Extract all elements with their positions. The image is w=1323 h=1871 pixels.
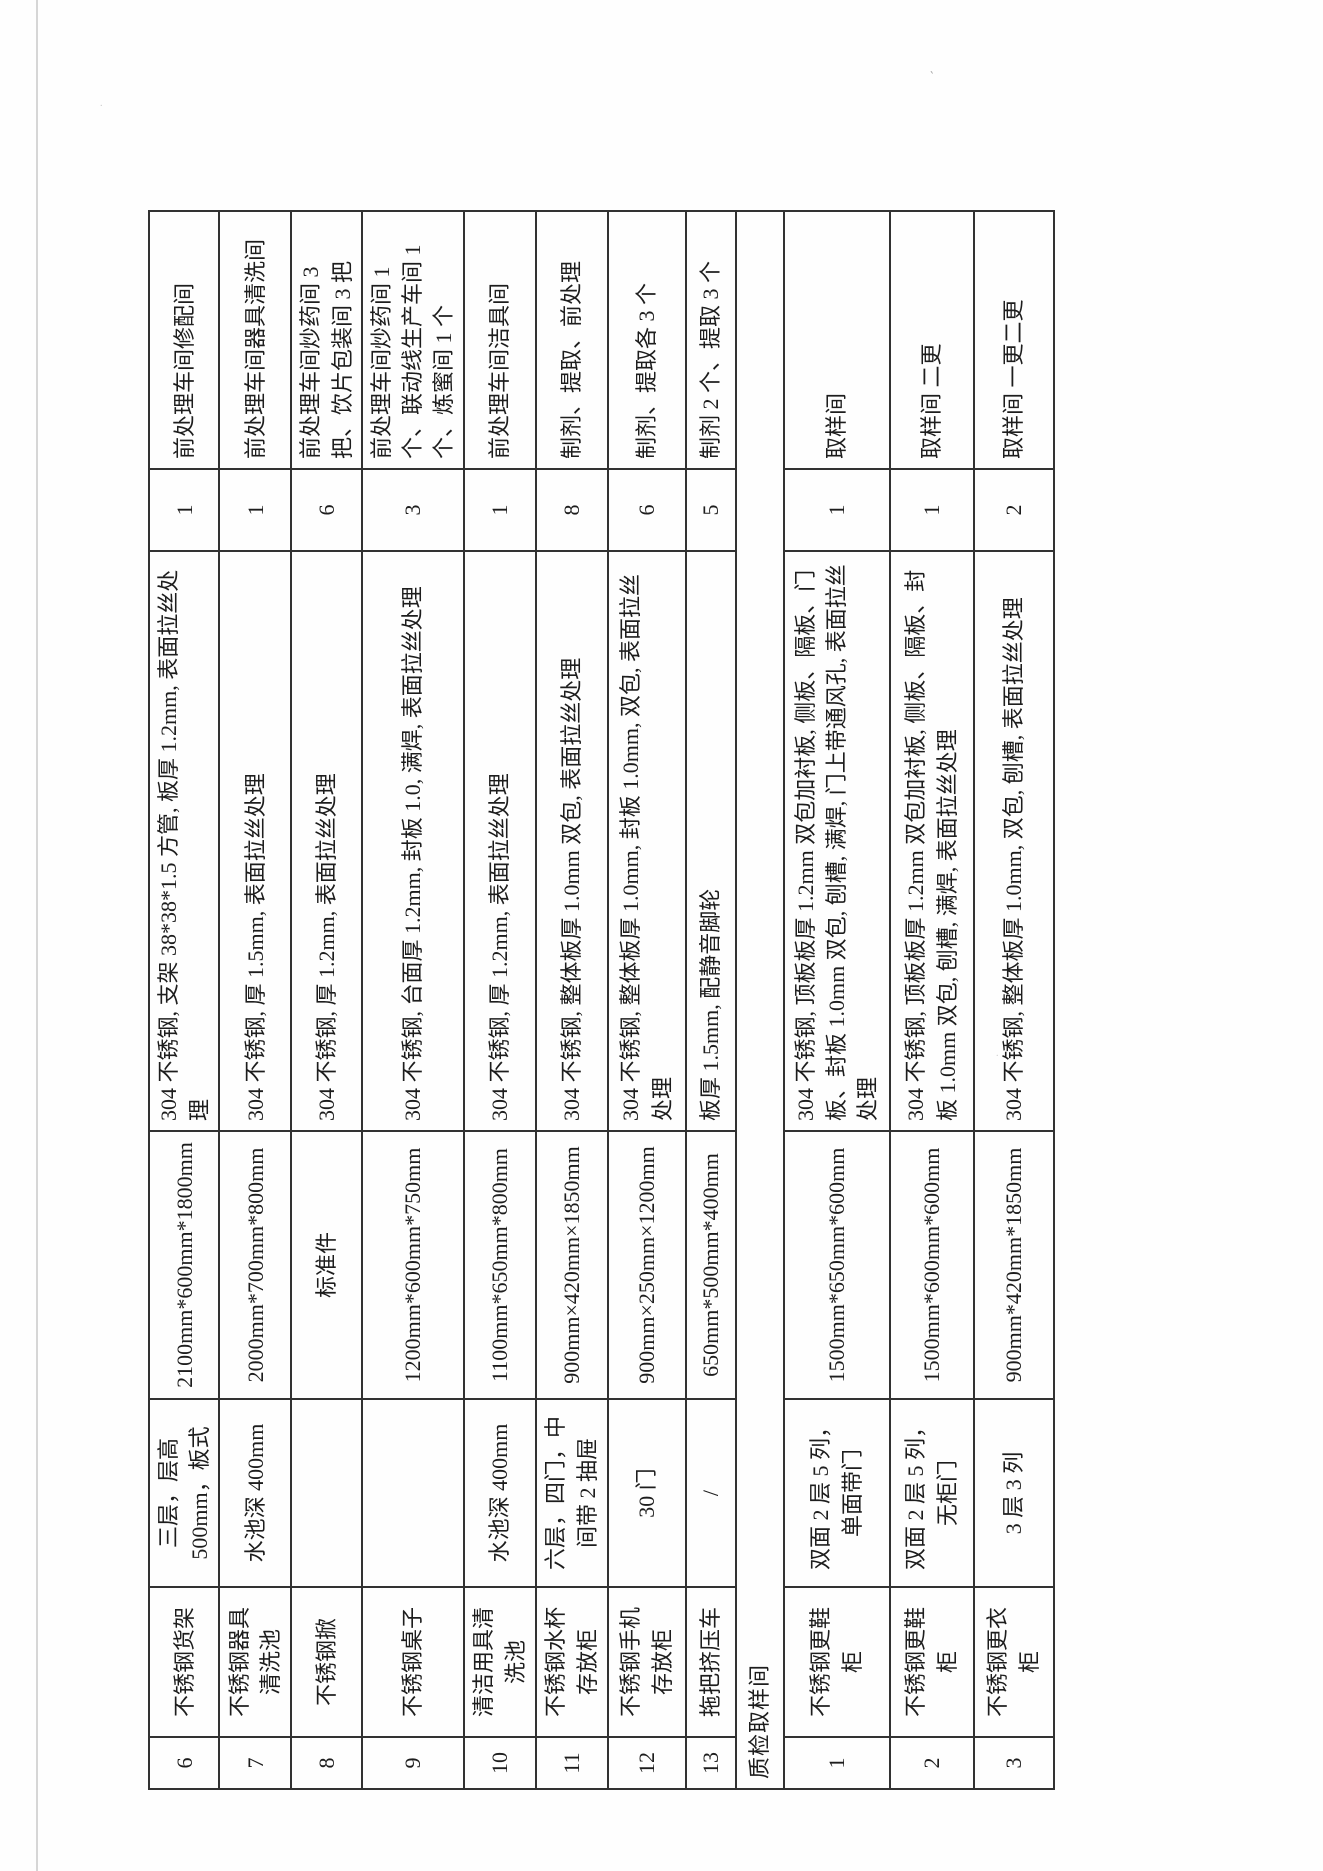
cell-size: 1500mm*600mm*600mm xyxy=(889,1131,974,1399)
cell-qty: 3 xyxy=(361,469,464,551)
equipment-table-body: 6 不锈钢货架 三层，层高 500mm，板式 2100mm*600mm*1800mm 3… xyxy=(149,211,1054,1789)
cell-serial: 9 xyxy=(361,1737,464,1789)
cell-material: 304 不锈钢, 整体板厚 1.0mm, 双包, 刨槽, 表面拉丝处理 xyxy=(973,551,1054,1131)
cell-location: 前处理车间修配间 xyxy=(149,211,220,469)
cell-spec xyxy=(291,1399,362,1587)
cell-name: 拖把挤压车 xyxy=(685,1587,736,1737)
table-row: 3 不锈钢更衣柜 3 层 3 列 900mm*420mm*1850mm 304 不锈钢,… xyxy=(973,211,1054,1789)
cell-name: 不锈钢掀 xyxy=(291,1587,362,1737)
cell-name: 不锈钢水杯存放柜 xyxy=(535,1587,608,1737)
cell-spec: 水池深 400mm xyxy=(463,1399,536,1587)
cell-qty: 5 xyxy=(685,469,736,551)
cell-serial: 13 xyxy=(685,1737,736,1789)
cell-size: 900mm×250mm×1200mm xyxy=(607,1131,686,1399)
scan-speck-artifact: . xyxy=(100,98,103,109)
cell-size: 2000mm*700mm*800mm xyxy=(219,1131,292,1399)
rotated-table-inner: 6 不锈钢货架 三层，层高 500mm，板式 2100mm*600mm*1800mm 3… xyxy=(148,211,1054,1790)
cell-size: 1500mm*650mm*600mm xyxy=(783,1131,890,1399)
cell-qty: 1 xyxy=(149,469,220,551)
table-row: 12 不锈钢手机存放柜 30 门 900mm×250mm×1200mm 304 不锈钢,… xyxy=(607,211,686,1789)
cell-location: 制剂 2 个、提取 3 个 xyxy=(685,211,736,469)
cell-location: 制剂、提取各 3 个 xyxy=(607,211,686,469)
cell-serial: 8 xyxy=(291,1737,362,1789)
cell-material: 304 不锈钢, 顶板板厚 1.2mm 双包加衬板, 侧板、隔板、门板、封板 1… xyxy=(783,551,890,1131)
cell-qty: 8 xyxy=(535,469,608,551)
scan-speck-artifact: ` xyxy=(926,69,935,86)
cell-spec: / xyxy=(685,1399,736,1587)
table-row: 6 不锈钢货架 三层，层高 500mm，板式 2100mm*600mm*1800mm 3… xyxy=(149,211,220,1789)
cell-spec: 三层，层高 500mm，板式 xyxy=(149,1399,220,1587)
cell-serial: 1 xyxy=(783,1737,890,1789)
cell-location: 前处理车间洁具间 xyxy=(463,211,536,469)
cell-name: 清洁用具清洗池 xyxy=(463,1587,536,1737)
cell-spec: 双面 2 层 5 列，单面带门 xyxy=(783,1399,890,1587)
rotated-table-container: 6 不锈钢货架 三层，层高 500mm，板式 2100mm*600mm*1800mm 3… xyxy=(148,211,1054,1790)
table-row: 2 不锈钢更鞋柜 双面 2 层 5 列，无柜门 1500mm*600mm*600mm 3… xyxy=(889,211,974,1789)
cell-material: 304 不锈钢, 厚 1.2mm, 表面拉丝处理 xyxy=(291,551,362,1131)
cell-spec: 双面 2 层 5 列，无柜门 xyxy=(889,1399,974,1587)
cell-name: 不锈钢更鞋柜 xyxy=(889,1587,974,1737)
cell-material: 304 不锈钢, 厚 1.5mm, 表面拉丝处理 xyxy=(219,551,292,1131)
cell-size: 1200mm*600mm*750mm xyxy=(361,1131,464,1399)
cell-name: 不锈钢更衣柜 xyxy=(973,1587,1054,1737)
table-row: 1 不锈钢更鞋柜 双面 2 层 5 列，单面带门 1500mm*650mm*600mm… xyxy=(783,211,890,1789)
cell-qty: 6 xyxy=(607,469,686,551)
table-row: 9 不锈钢桌子 1200mm*600mm*750mm 304 不锈钢, 台面厚 1.2… xyxy=(361,211,464,1789)
cell-name: 不锈钢桌子 xyxy=(361,1587,464,1737)
cell-qty: 1 xyxy=(889,469,974,551)
cell-location: 取样间 一更二更 xyxy=(973,211,1054,469)
cell-serial: 11 xyxy=(535,1737,608,1789)
cell-size: 900mm*420mm*1850mm xyxy=(973,1131,1054,1399)
cell-location: 取样间 xyxy=(783,211,890,469)
cell-location: 制剂、提取、前处理 xyxy=(535,211,608,469)
cell-serial: 6 xyxy=(149,1737,220,1789)
cell-spec xyxy=(361,1399,464,1587)
table-row: 7 不锈钢器具清洗池 水池深 400mm 2000mm*700mm*800mm 304 … xyxy=(219,211,292,1789)
cell-size: 1100mm*650mm*800mm xyxy=(463,1131,536,1399)
cell-size: 900mm×420mm×1850mm xyxy=(535,1131,608,1399)
cell-material: 304 不锈钢, 支架 38*38*1.5 方管, 板厚 1.2mm, 表面拉丝… xyxy=(149,551,220,1131)
cell-location: 前处理车间炒药间 1 个、联动线生产车间 1 个、炼蜜间 1 个 xyxy=(361,211,464,469)
cell-spec: 30 门 xyxy=(607,1399,686,1587)
cell-name: 不锈钢器具清洗池 xyxy=(219,1587,292,1737)
table-row: 13 拖把挤压车/650mm*500mm*400mm 板厚 1.5mm, 配静音脚轮… xyxy=(685,211,736,1789)
table-row: 8 不锈钢掀 标准件 304 不锈钢, 厚 1.2mm, 表面拉丝处理 6 前处理车间炒药… xyxy=(291,211,362,1789)
cell-qty: 1 xyxy=(219,469,292,551)
section-header-cell: 质检取样间 xyxy=(735,211,784,1789)
cell-serial: 7 xyxy=(219,1737,292,1789)
cell-material: 304 不锈钢, 整体板厚 1.0mm, 封板 1.0mm, 双包, 表面拉丝处… xyxy=(607,551,686,1131)
cell-location: 取样间 二更 xyxy=(889,211,974,469)
cell-qty: 1 xyxy=(463,469,536,551)
cell-serial: 10 xyxy=(463,1737,536,1789)
cell-qty: 1 xyxy=(783,469,890,551)
cell-material: 板厚 1.5mm, 配静音脚轮 xyxy=(685,551,736,1131)
cell-serial: 3 xyxy=(973,1737,1054,1789)
section-row: 质检取样间 xyxy=(735,211,784,1789)
cell-material: 304 不锈钢, 台面厚 1.2mm, 封板 1.0, 满焊, 表面拉丝处理 xyxy=(361,551,464,1131)
equipment-spec-table: 6 不锈钢货架 三层，层高 500mm，板式 2100mm*600mm*1800mm 3… xyxy=(148,210,1055,1790)
cell-qty: 2 xyxy=(973,469,1054,551)
cell-material: 304 不锈钢, 厚 1.2mm, 表面拉丝处理 xyxy=(463,551,536,1131)
cell-location: 前处理车间炒药间 3 把、饮片包装间 3 把 xyxy=(291,211,362,469)
cell-name: 不锈钢手机存放柜 xyxy=(607,1587,686,1737)
cell-spec: 3 层 3 列 xyxy=(973,1399,1054,1587)
scanner-edge-artifact xyxy=(36,0,38,1871)
cell-size: 2100mm*600mm*1800mm xyxy=(149,1131,220,1399)
cell-size: 标准件 xyxy=(291,1131,362,1399)
cell-name: 不锈钢货架 xyxy=(149,1587,220,1737)
table-row: 10 清洁用具清洗池 水池深 400mm 1100mm*650mm*800mm 304 … xyxy=(463,211,536,1789)
cell-spec: 六层，四门，中间带 2 抽屉 xyxy=(535,1399,608,1587)
cell-qty: 6 xyxy=(291,469,362,551)
cell-location: 前处理车间器具清洗间 xyxy=(219,211,292,469)
table-row: 11 不锈钢水杯存放柜 六层，四门，中间带 2 抽屉 900mm×420mm×1850… xyxy=(535,211,608,1789)
cell-serial: 12 xyxy=(607,1737,686,1789)
cell-material: 304 不锈钢, 整体板厚 1.0mm 双包, 表面拉丝处理 xyxy=(535,551,608,1131)
cell-name: 不锈钢更鞋柜 xyxy=(783,1587,890,1737)
cell-material: 304 不锈钢, 顶板板厚 1.2mm 双包加衬板, 侧板、隔板、封板 1.0m… xyxy=(889,551,974,1131)
cell-spec: 水池深 400mm xyxy=(219,1399,292,1587)
scan-speck-artifact: . xyxy=(996,1048,999,1059)
cell-serial: 2 xyxy=(889,1737,974,1789)
cell-size: 650mm*500mm*400mm xyxy=(685,1131,736,1399)
